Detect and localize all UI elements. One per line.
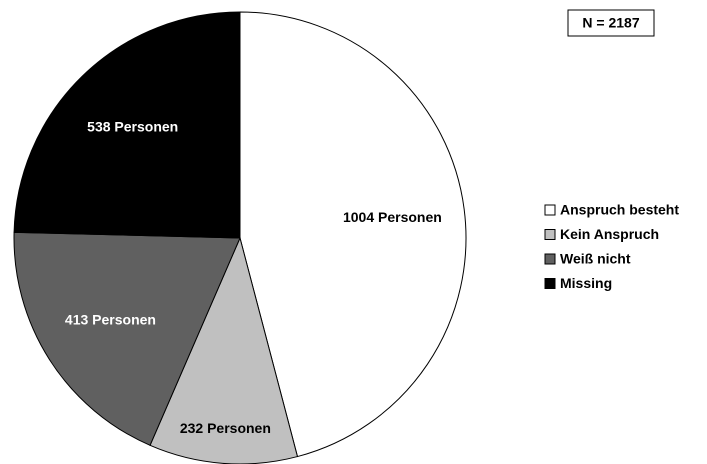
legend-swatch	[544, 253, 556, 265]
legend-label: Anspruch besteht	[560, 202, 679, 218]
pie-slice	[13, 11, 241, 239]
legend-label: Missing	[560, 275, 612, 291]
annotation-box	[567, 9, 655, 37]
data-label: 1004 Personen	[343, 209, 442, 225]
pie-slice	[239, 11, 467, 458]
legend-swatch	[544, 229, 556, 240]
data-label: 232 Personen	[180, 420, 271, 436]
legend-label: Weiß nicht	[560, 251, 631, 267]
legend-swatch	[544, 278, 556, 289]
data-label: 413 Personen	[65, 311, 156, 327]
pie-slice	[13, 231, 241, 446]
pie-slice	[149, 236, 299, 464]
legend-label: Kein Anspruch	[560, 226, 659, 242]
annotation: N = 2187	[582, 15, 639, 31]
data-label: 538 Personen	[87, 119, 178, 135]
legend-swatch	[544, 204, 556, 216]
